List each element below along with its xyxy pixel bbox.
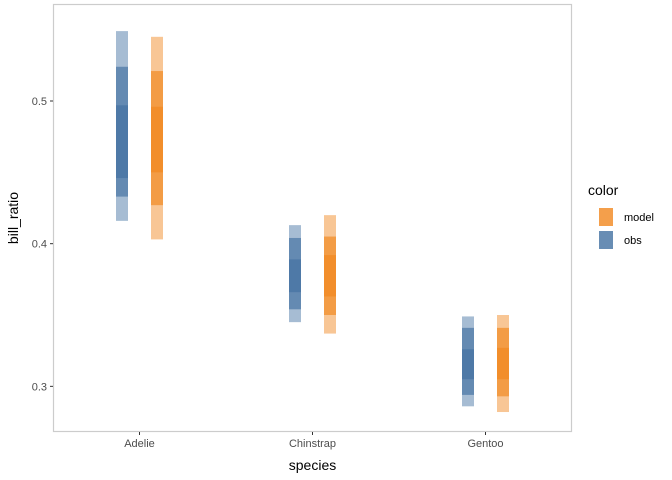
- interval-band-obs-gentoo: [462, 349, 474, 380]
- y-tick-label: 0.4: [32, 239, 47, 251]
- x-tick-label: Chinstrap: [289, 438, 336, 450]
- interval-band-model-adelie: [151, 106, 163, 173]
- x-axis-title: species: [289, 457, 336, 473]
- axes: 0.3 0.4 0.5 Adelie Chinstrap Gentoo: [32, 3, 573, 450]
- legend-label-model: model: [624, 212, 654, 224]
- interval-band-model-chinstrap: [324, 255, 336, 297]
- legend: color model obs: [588, 182, 654, 249]
- y-tick-label: 0.3: [32, 381, 47, 393]
- y-axis-title: bill_ratio: [5, 192, 21, 244]
- interval-band-model-gentoo: [497, 347, 509, 380]
- panel-border: [52, 3, 573, 433]
- x-tick-label: Gentoo: [467, 438, 503, 450]
- plot-area: [116, 31, 509, 413]
- legend-key-model: [599, 208, 613, 226]
- interval-band-obs-adelie: [116, 105, 128, 179]
- legend-label-obs: obs: [624, 235, 642, 247]
- interval-band-obs-chinstrap: [289, 259, 301, 293]
- y-tick-label: 0.5: [32, 96, 47, 108]
- x-tick-label: Adelie: [124, 438, 155, 450]
- legend-title: color: [588, 182, 619, 198]
- legend-key-obs: [599, 231, 613, 249]
